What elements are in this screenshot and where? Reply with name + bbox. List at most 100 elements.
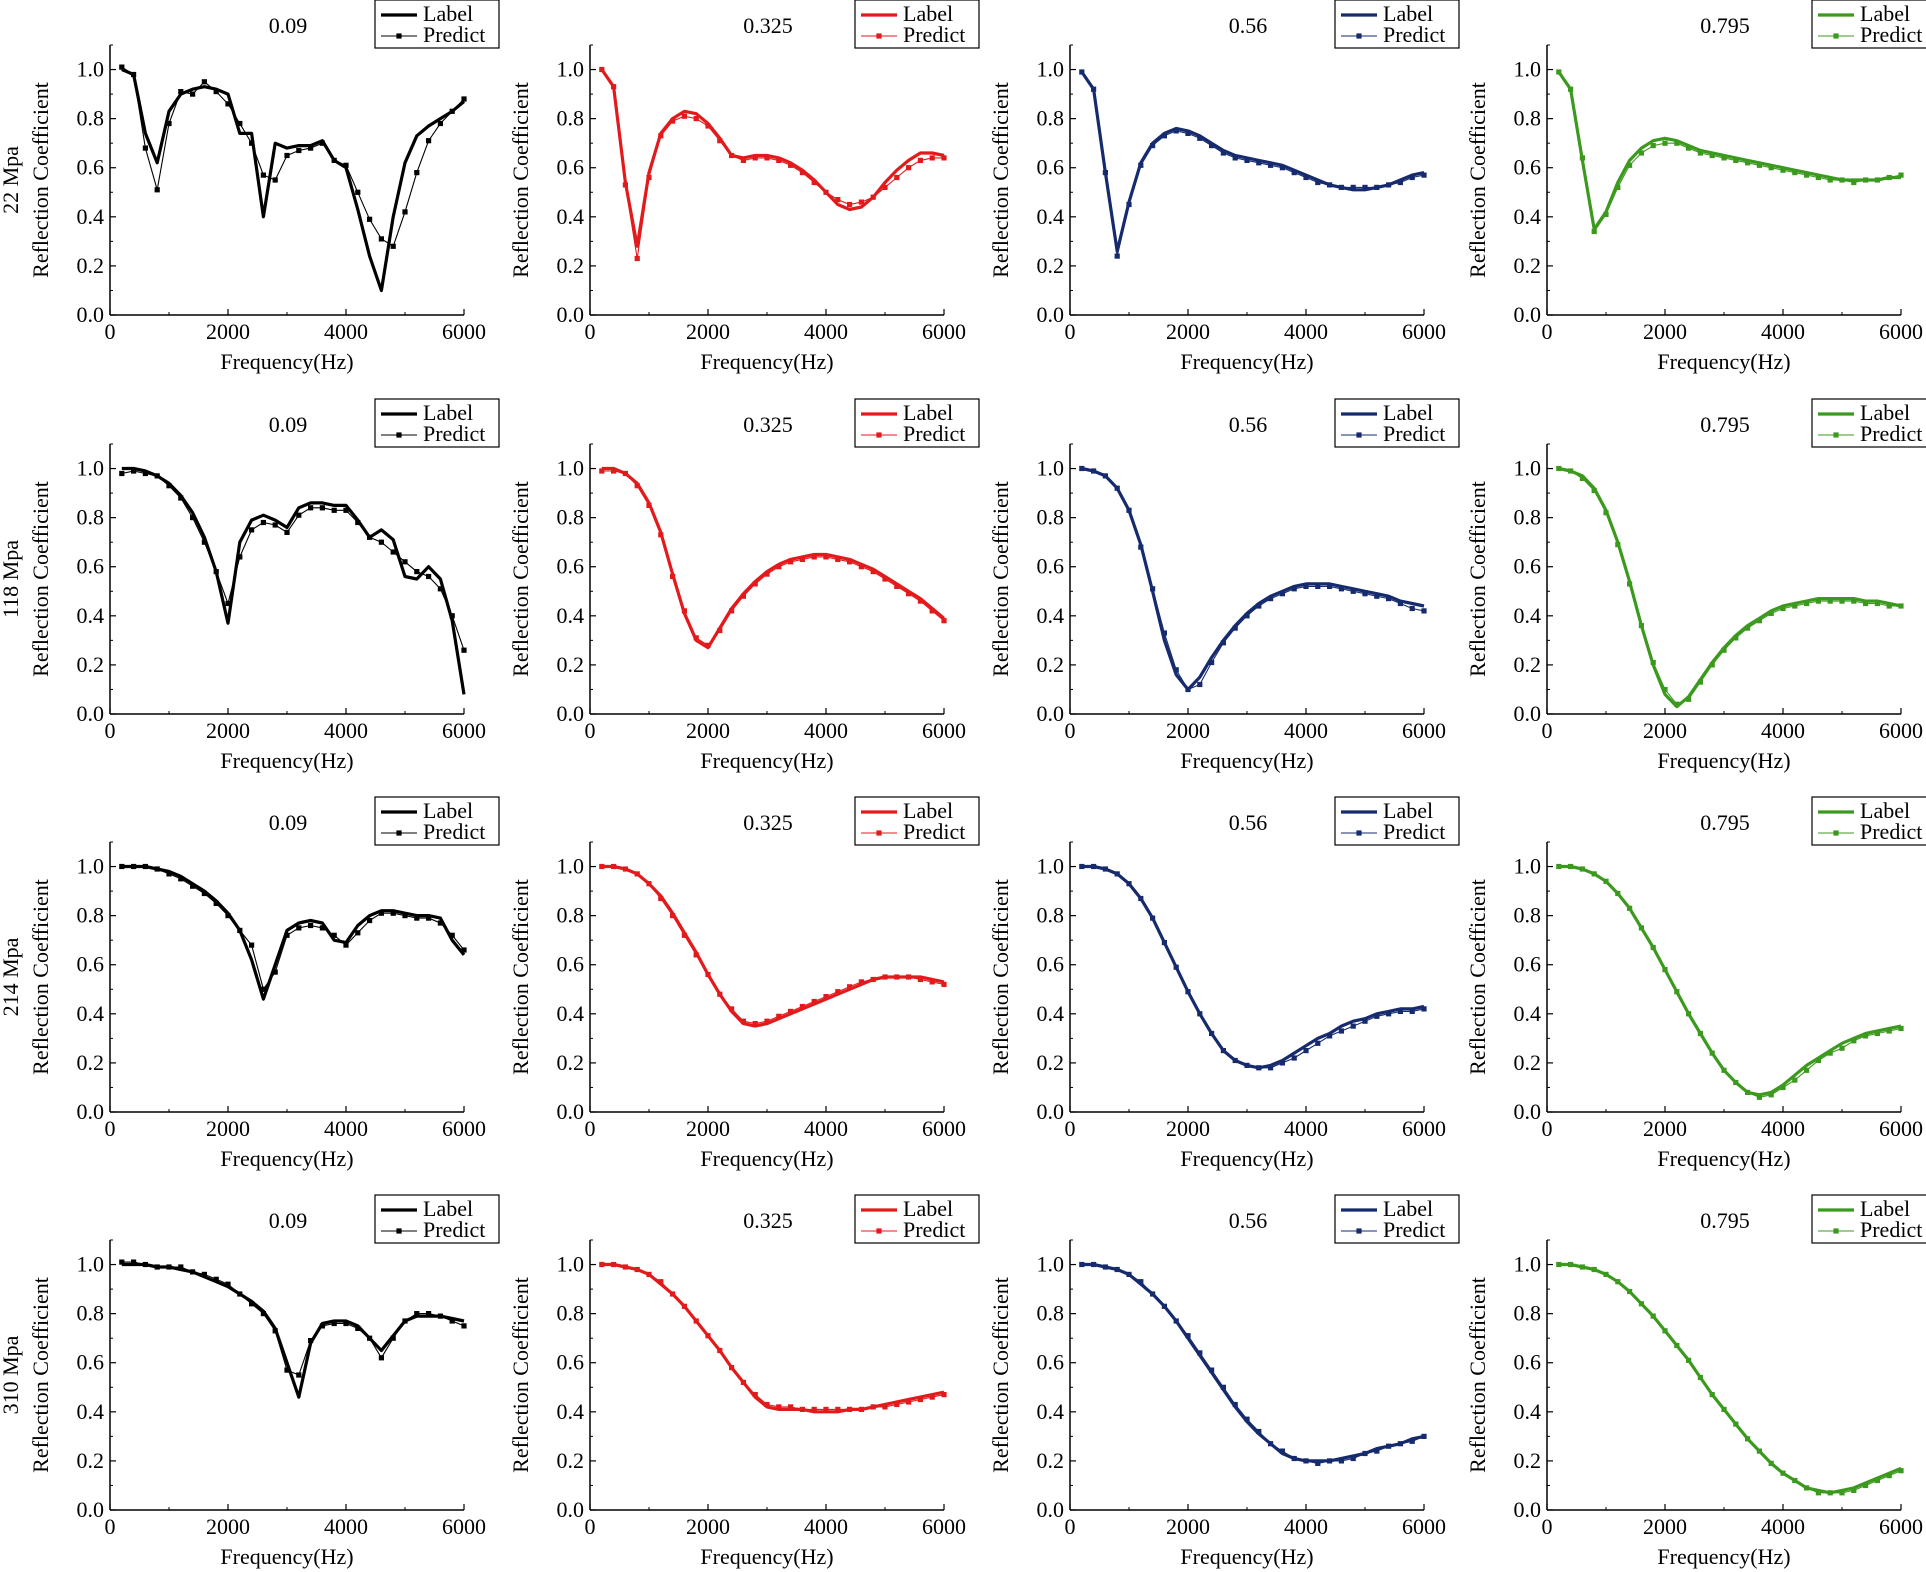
row-label-text: 310 Mpa xyxy=(0,1335,23,1414)
predict-point xyxy=(1662,140,1668,146)
x-axis-label: Frequency(Hz) xyxy=(700,349,833,374)
x-axis-label: Frequency(Hz) xyxy=(700,1544,833,1569)
predict-point xyxy=(847,984,853,990)
predict-point xyxy=(308,922,314,929)
x-tick-label: 2000 xyxy=(1166,319,1210,344)
x-tick-label: 0 xyxy=(585,718,596,743)
predict-point xyxy=(1126,881,1132,887)
row-label-3: 214 Mpa xyxy=(0,937,23,1016)
predict-point xyxy=(1745,1436,1751,1442)
predict-point xyxy=(705,123,711,129)
predict-point xyxy=(461,647,467,653)
predict-point xyxy=(811,554,817,560)
legend-box xyxy=(1334,796,1460,846)
legend-label-text: Label xyxy=(1383,798,1433,823)
predict-point xyxy=(1138,895,1144,902)
predict-point xyxy=(634,1266,640,1273)
predict-point xyxy=(1232,625,1238,631)
y-tick-label: 0.0 xyxy=(1514,701,1542,726)
panel-title: 0.325 xyxy=(743,1208,793,1233)
x-tick-label: 6000 xyxy=(922,319,966,344)
y-axis-label: Reflection Coefficient xyxy=(1465,481,1490,677)
y-tick-label: 0.6 xyxy=(1037,554,1065,579)
y-axis-label: Reflection Coefficient xyxy=(28,879,53,1075)
y-tick-label: 1.0 xyxy=(1037,1252,1065,1277)
predict-point xyxy=(906,165,912,171)
predict-point xyxy=(1421,172,1427,178)
legend-label-text: Label xyxy=(1860,400,1910,425)
y-tick-label: 0.2 xyxy=(1514,1448,1542,1473)
predict-point xyxy=(1556,1261,1562,1268)
x-tick-label: 6000 xyxy=(1402,1116,1446,1141)
legend-label-text: Label xyxy=(1383,400,1433,425)
predict-point xyxy=(343,162,349,168)
predict-point xyxy=(1591,488,1597,494)
predict-point xyxy=(260,1311,266,1317)
predict-point xyxy=(1745,160,1751,166)
x-tick-label: 4000 xyxy=(1761,1116,1805,1141)
y-tick-label: 0.6 xyxy=(77,952,105,977)
y-tick-label: 0.0 xyxy=(557,302,585,327)
series-label-line xyxy=(121,1262,465,1399)
predict-point xyxy=(1568,1261,1574,1268)
predict-point xyxy=(190,1269,196,1275)
series-predict-line xyxy=(1558,71,1902,233)
panel-r2-c3: 0.0 0.2 0.4 0.6 0.8 1.0 0 2000 4000 6000 Frequency… xyxy=(988,398,1460,773)
predict-point xyxy=(213,900,219,906)
x-axis-label: Frequency(Hz) xyxy=(1180,349,1313,374)
predict-point xyxy=(414,170,420,176)
predict-point xyxy=(355,930,361,936)
y-tick-label: 1.0 xyxy=(557,456,585,481)
legend-predict-text: Predict xyxy=(1383,1217,1445,1242)
predict-point xyxy=(426,138,432,144)
predict-point xyxy=(1638,1301,1644,1307)
predict-point xyxy=(1173,128,1179,134)
y-tick-label: 0.8 xyxy=(1037,903,1065,928)
x-tick-label: 6000 xyxy=(922,718,966,743)
x-tick-label: 4000 xyxy=(324,718,368,743)
predict-point xyxy=(1303,1458,1309,1464)
predict-point xyxy=(284,529,290,535)
y-axis-label-group: Reflection Coefficient xyxy=(508,481,533,677)
series-label-line xyxy=(601,466,946,650)
predict-point xyxy=(882,974,888,980)
predict-point xyxy=(402,1318,408,1324)
predict-point xyxy=(449,108,455,114)
x-tick-label: 6000 xyxy=(922,1116,966,1141)
predict-point xyxy=(225,1281,231,1287)
predict-point xyxy=(1091,86,1097,92)
panel-title: 0.795 xyxy=(1700,810,1750,835)
series-label-line xyxy=(1558,1262,1902,1495)
predict-point xyxy=(906,974,912,980)
predict-point xyxy=(870,569,876,575)
series-predict-line xyxy=(1081,1263,1425,1464)
x-tick-label: 6000 xyxy=(442,319,486,344)
x-tick-label: 0 xyxy=(1065,1116,1076,1141)
predict-point xyxy=(764,155,770,161)
y-tick-label: 0.4 xyxy=(77,204,105,229)
series-predict-line xyxy=(601,69,944,259)
legend-predict-text: Predict xyxy=(1860,819,1922,844)
panel-title: 0.09 xyxy=(269,13,308,38)
y-tick-label: 1.0 xyxy=(1037,57,1065,82)
predict-point xyxy=(1327,583,1333,589)
predict-point xyxy=(717,627,723,634)
predict-point xyxy=(1279,1448,1285,1454)
legend-predict-text: Predict xyxy=(903,1217,965,1242)
x-tick-label: 0 xyxy=(1065,718,1076,743)
predict-point xyxy=(1780,1084,1786,1091)
x-tick-label: 2000 xyxy=(206,718,250,743)
y-tick-label: 1.0 xyxy=(1514,854,1542,879)
predict-point xyxy=(319,1323,325,1329)
predict-point xyxy=(717,138,723,144)
y-tick-label: 0.2 xyxy=(77,652,105,677)
predict-point xyxy=(1091,863,1097,870)
predict-point xyxy=(622,470,628,477)
predict-point xyxy=(1114,1266,1120,1273)
predict-point xyxy=(1244,613,1250,619)
predict-point xyxy=(461,96,467,102)
